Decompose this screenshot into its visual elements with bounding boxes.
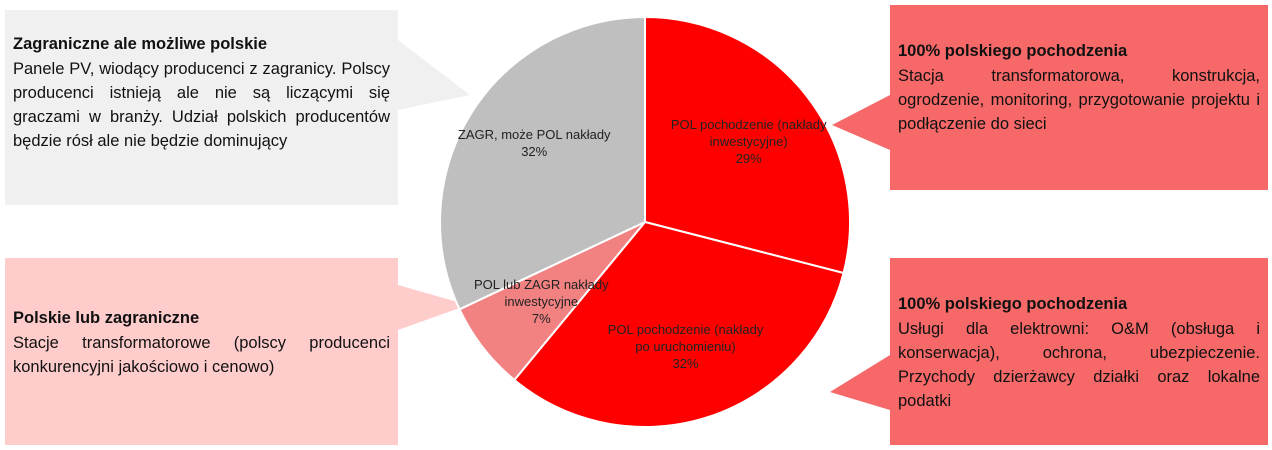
annotation-box: Polskie lub zagraniczne Stacje transform… bbox=[5, 258, 398, 445]
slice-value-label: 29% bbox=[735, 150, 762, 166]
slice-category: ZAGR, może POL nakłady bbox=[457, 126, 611, 142]
annotation-text: Stacja transformatorowa, konstrukcja, og… bbox=[898, 67, 1260, 133]
callout-pointer bbox=[398, 285, 468, 330]
callout-pointer bbox=[830, 355, 890, 410]
annotation-text: Usługi dla elektrowni: O&M (obsługa i ko… bbox=[898, 320, 1260, 410]
slice-label: ZAGR, może POL nakłady 32% bbox=[449, 126, 619, 160]
slice-category: POL pochodzenie (nakłady inwestycyjne) bbox=[670, 116, 827, 149]
annotation-text: Panele PV, wiodący producenci z zagranic… bbox=[13, 60, 390, 150]
slice-label: POL lub ZAGR nakłady inwestycyjne 7% bbox=[456, 276, 626, 327]
slice-label: POL pochodzenie (nakłady po uruchomieniu… bbox=[601, 321, 771, 372]
annotation-title: 100% polskiego pochodzenia bbox=[898, 295, 1128, 313]
annotation-title: Zagraniczne ale możliwe polskie bbox=[13, 35, 268, 53]
annotation-text: Stacje transformatorowe (polscy producen… bbox=[13, 334, 390, 376]
slice-value-label: 32% bbox=[672, 355, 699, 371]
slice-value-label: 32% bbox=[521, 143, 548, 159]
callout-pointer bbox=[832, 95, 890, 150]
annotation-box: 100% polskiego pochodzenia Usługi dla el… bbox=[890, 258, 1268, 445]
annotation-box: 100% polskiego pochodzenia Stacja transf… bbox=[890, 5, 1268, 190]
callout-pointer bbox=[398, 40, 470, 110]
slice-value-label: 7% bbox=[531, 311, 551, 327]
pie-slice bbox=[644, 15, 851, 275]
pie-slice bbox=[439, 15, 646, 311]
slice-category: POL lub ZAGR nakłady inwestycyjne bbox=[474, 277, 609, 310]
slice-label: POL pochodzenie (nakłady inwestycyjne) 29… bbox=[664, 116, 834, 167]
pie-slice bbox=[512, 220, 845, 428]
slice-category: POL pochodzenie (nakłady po uruchomieniu… bbox=[607, 321, 764, 354]
annotation-title: 100% polskiego pochodzenia bbox=[898, 42, 1128, 60]
annotation-box: Zagraniczne ale możliwe polskie Panele P… bbox=[5, 10, 398, 205]
annotation-title: Polskie lub zagraniczne bbox=[13, 309, 200, 327]
